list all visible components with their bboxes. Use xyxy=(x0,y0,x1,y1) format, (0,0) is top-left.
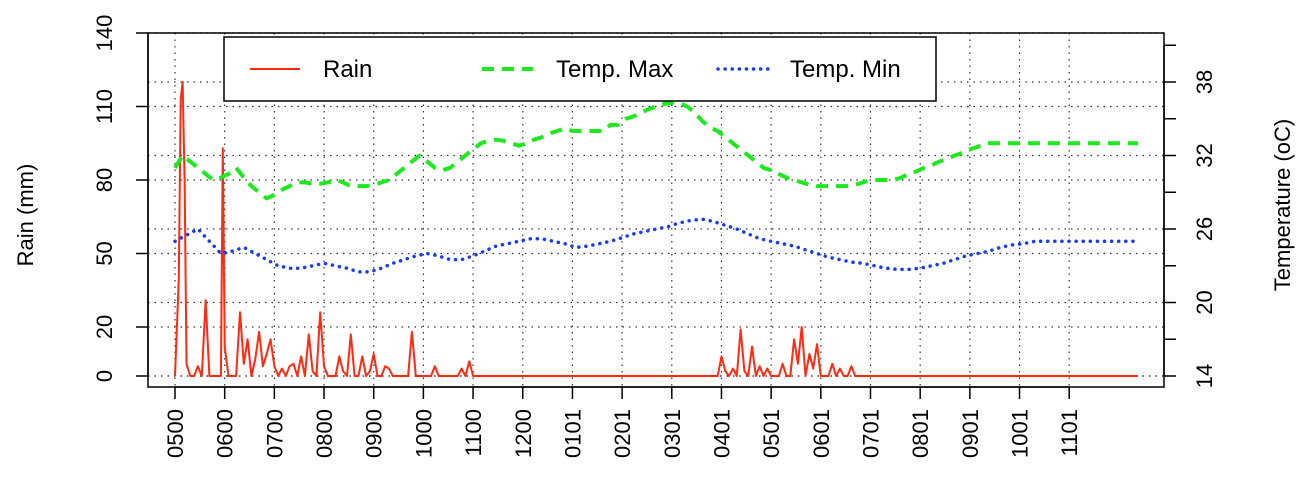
legend-box xyxy=(223,36,937,102)
series-layer xyxy=(173,81,1140,377)
x-axis-tick-label: 0301 xyxy=(660,409,685,458)
x-axis-tick-label: 0701 xyxy=(859,409,884,458)
x-axis-tick-label: 0601 xyxy=(809,409,834,458)
right-axis-tick-label: 32 xyxy=(1192,143,1217,167)
left-axis: 0 20 50 80 110 140 xyxy=(92,15,149,382)
x-axis-tick-label: 0501 xyxy=(759,409,784,458)
right-axis-label: Temperature (oC) xyxy=(1270,119,1295,291)
x-axis-tick-label: 0101 xyxy=(560,409,585,458)
legend-label: Rain xyxy=(323,56,372,83)
legend-label: Temp. Max xyxy=(556,56,673,83)
x-axis-tick-label: 0700 xyxy=(262,409,287,458)
x-axis: 0500 0600 0700 0800 0900 1000 1100 1200 0101 0201… xyxy=(163,386,1082,458)
left-axis-tick-label: 50 xyxy=(92,241,117,265)
series-line-temp-min xyxy=(173,217,1140,274)
x-axis-tick-label: 0900 xyxy=(362,409,387,458)
left-axis-tick-label: 20 xyxy=(92,315,117,339)
right-axis-tick-label: 38 xyxy=(1192,70,1217,94)
x-axis-tick-label: 0901 xyxy=(958,409,983,458)
x-axis-tick-label: 1000 xyxy=(411,409,436,458)
left-axis-tick-label: 80 xyxy=(92,168,117,192)
x-axis-tick-label: 1200 xyxy=(511,409,536,458)
right-axis-tick-label: 26 xyxy=(1192,217,1217,241)
legend-label: Temp. Min xyxy=(790,56,901,83)
x-axis-tick-label: 0600 xyxy=(213,409,238,458)
series-line-rain xyxy=(174,81,1138,377)
x-axis-tick-label: 0801 xyxy=(908,409,933,458)
legend: Rain Temp. Max Temp. Min xyxy=(223,36,937,102)
x-axis-tick-label: 0500 xyxy=(163,409,188,458)
x-axis-tick-label: 1001 xyxy=(1008,409,1033,458)
right-axis-tick-label: 14 xyxy=(1192,364,1217,388)
x-axis-tick-label: 0401 xyxy=(709,409,734,458)
x-axis-tick-label: 0201 xyxy=(610,409,635,458)
left-axis-tick-label: 140 xyxy=(92,15,117,52)
right-axis: 14 20 26 32 38 xyxy=(1163,44,1217,388)
x-axis-tick-label: 1100 xyxy=(461,409,486,456)
left-axis-label: Rain (mm) xyxy=(13,164,38,267)
series-line-temp-max xyxy=(173,100,1138,201)
x-axis-tick-label: 1101 xyxy=(1057,409,1082,456)
left-axis-tick-label: 0 xyxy=(92,370,117,382)
x-axis-tick-label: 0800 xyxy=(312,409,337,458)
left-axis-tick-label: 110 xyxy=(92,89,117,124)
right-axis-tick-label: 20 xyxy=(1192,290,1217,314)
